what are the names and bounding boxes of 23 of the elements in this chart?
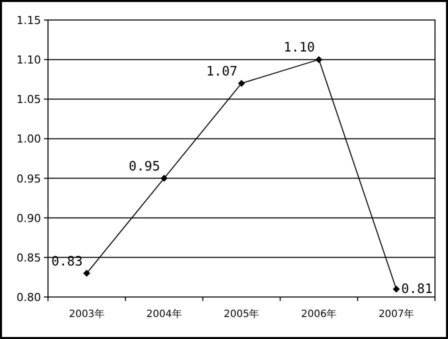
point [160, 174, 168, 182]
x-tick-label: 2004年 [146, 308, 182, 320]
y-tick-label: 0.90 [16, 212, 41, 225]
data-label: 0.81 [401, 282, 433, 298]
x-tick-label: 2005年 [224, 308, 260, 320]
x-tick-label: 2003年 [68, 308, 104, 320]
data-label: 1.10 [284, 40, 315, 56]
point [83, 270, 90, 277]
y-tick-label: 1.15 [16, 14, 41, 27]
y-tick-label: 0.80 [16, 291, 41, 304]
y-tick-label: 1.00 [16, 132, 41, 146]
y-tick-label: 0.85 [16, 251, 41, 264]
point [238, 80, 245, 87]
data-label: 0.95 [128, 159, 160, 174]
point [315, 56, 322, 64]
x-tick-label: 2007年 [378, 308, 414, 320]
x-tick-label: 2006年 [301, 308, 337, 320]
y-tick-label: 0.95 [16, 172, 41, 186]
point [392, 286, 400, 293]
y-tick-label: 1.05 [16, 93, 41, 106]
data-label: 1.07 [206, 64, 238, 80]
y-tick-label: 1.10 [16, 54, 41, 67]
data-label: 0.83 [51, 254, 83, 270]
